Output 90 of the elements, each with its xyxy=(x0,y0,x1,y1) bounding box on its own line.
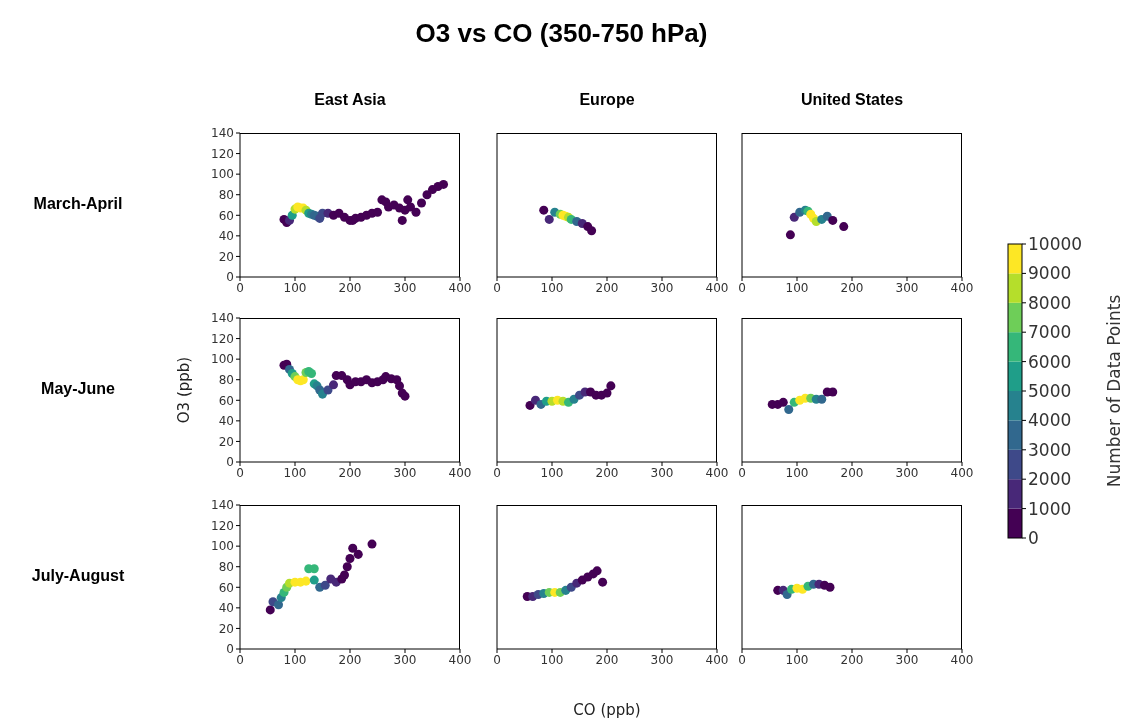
x-tick-label: 300 xyxy=(895,465,919,480)
y-tick-label: 80 xyxy=(218,559,234,574)
x-tick-label: 300 xyxy=(895,652,919,667)
x-tick-label: 400 xyxy=(950,465,974,480)
color-bar-label: 10000 xyxy=(1028,234,1083,254)
x-tick-label: 100 xyxy=(283,465,307,480)
x-tick-label: 300 xyxy=(650,652,674,667)
y-tick-label: 140 xyxy=(211,126,234,141)
x-tick-label: 200 xyxy=(338,280,362,295)
y-tick-label: 0 xyxy=(226,270,234,285)
color-bar-label: 3000 xyxy=(1028,439,1072,460)
x-tick-label: 100 xyxy=(283,280,307,295)
x-tick-label: 400 xyxy=(448,652,472,667)
text: July-August xyxy=(30,567,126,585)
text: O3 vs CO (350-750 hPa) xyxy=(414,18,709,49)
color-bar-label: 8000 xyxy=(1028,292,1072,313)
x-tick-label: 0 xyxy=(493,652,501,667)
x-tick-label: 300 xyxy=(895,280,919,295)
x-tick-label: 200 xyxy=(338,465,362,480)
chart-title: East Asia xyxy=(313,91,387,109)
x-tick-label: 400 xyxy=(705,280,729,295)
color-bar-label: 7000 xyxy=(1028,322,1072,343)
color-bar-label: 4000 xyxy=(1028,410,1072,431)
x-tick-label: 0 xyxy=(738,652,746,667)
y-tick-label: 60 xyxy=(218,393,234,408)
x-tick-label: 100 xyxy=(785,280,809,295)
x-tick-label: 300 xyxy=(650,280,674,295)
x-tick-label: 300 xyxy=(393,280,417,295)
y-tick-label: 100 xyxy=(211,539,234,554)
x-tick-label: 100 xyxy=(785,652,809,667)
x-tick-label: 400 xyxy=(448,280,472,295)
x-tick-label: 200 xyxy=(840,465,864,480)
x-tick-label: 200 xyxy=(595,652,619,667)
y-tick-label: 80 xyxy=(218,187,234,202)
x-tick-label: 100 xyxy=(540,652,564,667)
x-tick-label: 400 xyxy=(950,652,974,667)
y-tick-label: 100 xyxy=(211,167,234,182)
y-tick-label: 120 xyxy=(211,518,234,533)
x-tick-label: 0 xyxy=(236,465,244,480)
y-tick-label: 20 xyxy=(218,621,234,636)
y-tick-label: 40 xyxy=(218,414,234,429)
x-tick-label: 200 xyxy=(595,465,619,480)
x-tick-label: 100 xyxy=(785,465,809,480)
x-axis-title: CO (ppb) xyxy=(572,701,642,719)
x-tick-label: 100 xyxy=(540,280,564,295)
x-tick-label: 300 xyxy=(650,465,674,480)
x-tick-label: 100 xyxy=(283,652,307,667)
text: May-June xyxy=(40,380,116,398)
y-tick-label: 140 xyxy=(211,311,234,326)
y-tick-label: 0 xyxy=(226,642,234,657)
y-tick-label: 80 xyxy=(218,372,234,387)
x-tick-label: 400 xyxy=(448,465,472,480)
y-tick-label: 100 xyxy=(211,352,234,367)
color-bar-label: 2000 xyxy=(1028,469,1072,490)
color-bar-label: 0 xyxy=(1028,528,1039,548)
y-tick-label: 60 xyxy=(218,580,234,595)
x-tick-label: 0 xyxy=(236,280,244,295)
x-tick-label: 200 xyxy=(595,280,619,295)
y-tick-label: 140 xyxy=(211,498,234,513)
y-axis-title: O3 (ppb) xyxy=(175,356,193,424)
y-tick-label: 0 xyxy=(226,455,234,470)
x-tick-label: 400 xyxy=(705,652,729,667)
text: March-April xyxy=(32,195,124,213)
x-tick-label: 400 xyxy=(950,280,974,295)
x-tick-label: 100 xyxy=(540,465,564,480)
x-tick-label: 300 xyxy=(393,465,417,480)
color-bar-label: 9000 xyxy=(1028,263,1072,284)
color-bar-label: 6000 xyxy=(1028,351,1072,372)
x-tick-label: 0 xyxy=(493,280,501,295)
x-tick-label: 200 xyxy=(840,280,864,295)
x-tick-label: 0 xyxy=(493,465,501,480)
color-bar-title: Number of Data Points xyxy=(1104,294,1123,488)
chart-title: Europe xyxy=(578,91,636,109)
x-tick-label: 200 xyxy=(338,652,362,667)
color-bar-label: 5000 xyxy=(1028,381,1072,401)
y-tick-label: 20 xyxy=(218,434,234,449)
x-tick-label: 200 xyxy=(840,652,864,667)
y-tick-label: 120 xyxy=(211,331,234,346)
y-tick-label: 20 xyxy=(218,249,234,264)
y-tick-label: 120 xyxy=(211,146,234,161)
y-tick-label: 40 xyxy=(218,229,234,244)
y-tick-label: 60 xyxy=(218,208,234,223)
y-tick-label: 40 xyxy=(218,601,234,616)
x-tick-label: 300 xyxy=(393,652,417,667)
chart-title: United States xyxy=(799,91,905,109)
x-tick-label: 0 xyxy=(738,465,746,480)
x-tick-label: 0 xyxy=(738,280,746,295)
x-tick-label: 400 xyxy=(705,465,729,480)
x-tick-label: 0 xyxy=(236,652,244,667)
color-bar-label: 1000 xyxy=(1028,498,1072,519)
